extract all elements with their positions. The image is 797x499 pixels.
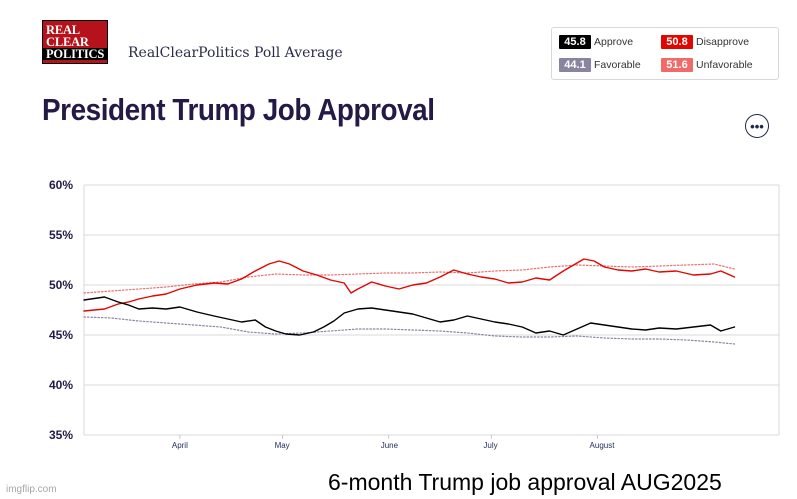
- legend-value-approve: 45.8: [559, 35, 591, 49]
- line-chart: 60% 55% 50% 45% 40% 35% April May June July August: [49, 178, 780, 450]
- y-tick-label: 55%: [49, 228, 73, 242]
- legend-item-unfavorable: 51.6 Unfavorable: [661, 58, 753, 72]
- legend-label-disapprove: Disapprove: [696, 36, 750, 48]
- y-tick-label: 40%: [49, 378, 73, 392]
- y-tick-label: 35%: [49, 428, 73, 442]
- legend-label-favorable: Favorable: [594, 59, 641, 71]
- x-tick-label: August: [590, 441, 616, 450]
- legend-item-favorable: 44.1 Favorable: [559, 58, 641, 72]
- caption-text: 6-month Trump job approval AUG2025: [328, 469, 722, 495]
- legend-item-disapprove: 50.8 Disapprove: [661, 35, 749, 49]
- legend-label-unfavorable: Unfavorable: [696, 59, 753, 71]
- rcp-logo[interactable]: REAL CLEAR POLITICS: [42, 20, 108, 64]
- ellipsis-icon[interactable]: •••: [745, 114, 769, 138]
- y-tick-label: 50%: [49, 278, 73, 292]
- chart-title: President Trump Job Approval: [42, 92, 435, 127]
- x-tick-label: July: [483, 441, 497, 450]
- x-tick-label: June: [381, 441, 399, 450]
- series-line-approve: [83, 296, 736, 336]
- legend-item-approve: 45.8 Approve: [559, 35, 633, 49]
- legend-label-approve: Approve: [594, 36, 634, 48]
- y-tick-label: 60%: [49, 178, 73, 192]
- series-line-favorable: [83, 316, 736, 345]
- logo-line-clear: CLEAR: [46, 35, 89, 49]
- x-tick-label: April: [172, 441, 188, 450]
- imgflip-watermark: imgflip.com: [6, 484, 57, 495]
- legend-value-unfavorable: 51.6: [661, 58, 693, 72]
- y-tick-label: 45%: [49, 328, 73, 342]
- series-line-unfavorable: [83, 263, 736, 294]
- legend-value-disapprove: 50.8: [661, 35, 693, 49]
- legend-box: 45.8 Approve 50.8 Disapprove 44.1 Favora…: [551, 27, 779, 80]
- x-tick-label: May: [275, 441, 290, 450]
- series-line-disapprove: [83, 258, 736, 312]
- legend-value-favorable: 44.1: [559, 58, 591, 72]
- source-label: RealClearPolitics Poll Average: [128, 45, 343, 61]
- logo-line-politics: POLITICS: [43, 48, 107, 60]
- logo-line-real: REAL: [46, 23, 80, 37]
